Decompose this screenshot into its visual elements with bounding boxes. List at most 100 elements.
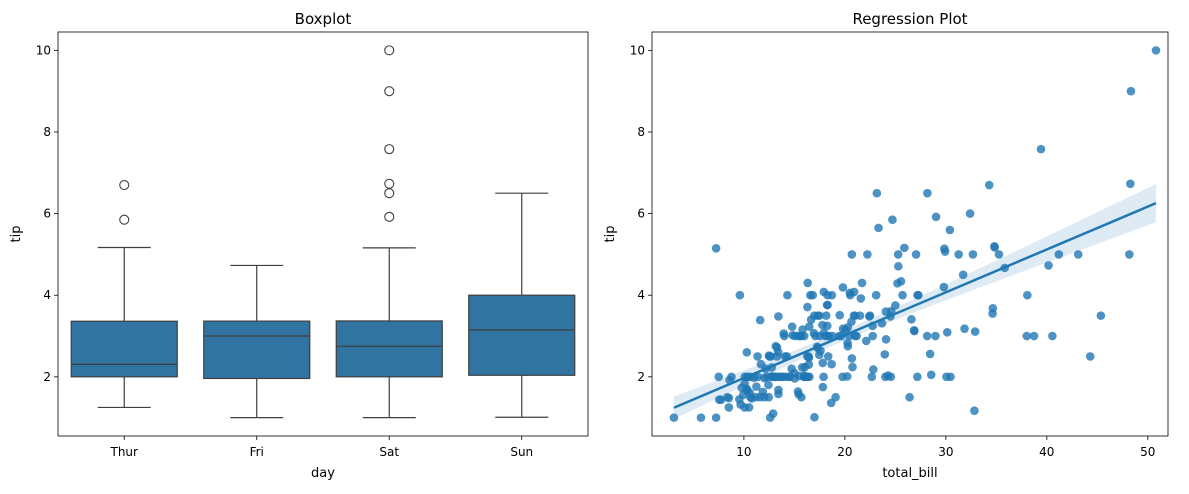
regression-xlabel: total_bill (882, 466, 937, 481)
scatter-point (740, 403, 749, 412)
scatter-point (954, 250, 963, 259)
scatter-point (925, 349, 935, 359)
outlier (384, 45, 395, 56)
scatter-point (880, 350, 890, 359)
scatter-point (764, 380, 773, 390)
scatter-point (988, 303, 998, 313)
scatter-point (827, 359, 836, 369)
scatter-point (845, 290, 855, 300)
scatter-point (960, 324, 969, 333)
scatter-point (823, 352, 833, 361)
scatter-point (990, 243, 999, 252)
outlier (119, 179, 130, 191)
scatter-point (753, 372, 763, 382)
box-fri (203, 320, 311, 380)
scatter-point (753, 352, 762, 361)
scatter-point (806, 290, 815, 300)
scatter-point (803, 278, 813, 288)
scatter-point (881, 334, 891, 344)
y-tick-label: 8 (637, 125, 645, 139)
scatter-point (865, 312, 874, 321)
scatter-point (893, 261, 903, 271)
scatter-point (838, 372, 847, 382)
scatter-point (794, 371, 804, 381)
y-tick-label: 2 (43, 370, 51, 384)
scatter-point (742, 348, 752, 357)
scatter-point (867, 372, 877, 382)
x-tick-label: 50 (1140, 445, 1155, 459)
scatter-point (869, 365, 878, 374)
scatter-point (1029, 331, 1039, 341)
scatter-point (857, 278, 867, 288)
scatter-point (923, 188, 932, 198)
scatter-point (803, 302, 812, 312)
scatter-point (898, 290, 907, 300)
scatter-point (815, 331, 825, 341)
scatter-point (911, 250, 921, 259)
outlier (384, 86, 395, 97)
scatter-point (945, 225, 955, 235)
scatter-point (984, 180, 994, 190)
x-tick-label: 40 (1039, 445, 1054, 459)
scatter-point (711, 243, 721, 253)
scatter-point (1022, 331, 1032, 341)
scatter-point (827, 290, 837, 300)
regression-ylabel: tip (603, 226, 618, 243)
scatter-point (783, 290, 792, 300)
scatter-point (764, 392, 774, 402)
scatter-point (835, 310, 845, 320)
scatter-point (752, 382, 761, 391)
y-tick-label: 2 (637, 370, 645, 384)
scatter-point (965, 209, 975, 218)
scatter-point (931, 212, 941, 222)
scatter-point (669, 413, 679, 422)
x-tick-label: Sat (379, 445, 399, 459)
scatter-point (772, 352, 782, 361)
y-tick-label: 10 (630, 43, 645, 57)
scatter-point (1085, 352, 1095, 361)
scatter-point (724, 403, 734, 412)
scatter-point (1096, 311, 1106, 320)
scatter-point (847, 250, 857, 259)
scatter-point (784, 372, 794, 382)
scatter-point (891, 301, 900, 310)
axes-frame (651, 31, 1169, 437)
boxplot-ylabel: tip (9, 226, 24, 243)
scatter-point (1023, 290, 1032, 300)
y-tick-label: 4 (637, 288, 645, 302)
scatter-point (798, 325, 807, 334)
scatter-point (810, 412, 819, 422)
scatter-point (868, 331, 878, 341)
scatter-point (1126, 179, 1135, 189)
scatter-point (797, 392, 806, 402)
scatter-point (806, 315, 816, 324)
scatter-point (804, 322, 814, 331)
scatter-point (1054, 250, 1064, 259)
scatter-point (942, 372, 951, 382)
scatter-point (774, 389, 783, 399)
scatter-point (872, 188, 882, 198)
y-tick-label: 4 (43, 288, 51, 302)
scatter-point (968, 250, 978, 259)
scatter-point (871, 290, 881, 300)
scatter-point (1073, 250, 1083, 259)
scatter-point (888, 215, 897, 225)
scatter-point (787, 364, 796, 373)
axes-frame (57, 31, 589, 437)
scatter-point (737, 383, 746, 393)
x-tick-label: 30 (938, 445, 953, 459)
scatter-point (970, 327, 980, 336)
boxplot-xlabel: day (311, 466, 335, 481)
outlier (384, 211, 395, 222)
scatter-point (855, 311, 865, 320)
scatter-point (795, 331, 805, 341)
x-tick-label: Fri (250, 445, 264, 459)
scatter-point (769, 372, 779, 382)
regression-line (673, 201, 1157, 409)
scatter-point (1125, 250, 1134, 259)
scatter-point (856, 294, 866, 303)
scatter-point (822, 321, 832, 331)
scatter-point (738, 390, 748, 400)
scatter-point (843, 338, 852, 348)
